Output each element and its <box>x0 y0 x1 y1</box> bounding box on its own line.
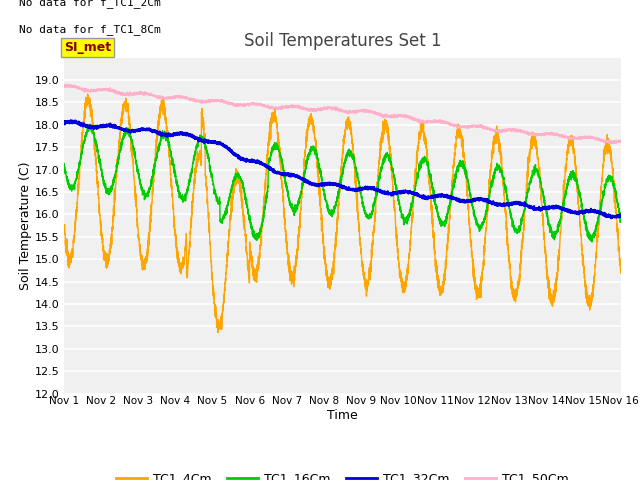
X-axis label: Time: Time <box>327 409 358 422</box>
Y-axis label: Soil Temperature (C): Soil Temperature (C) <box>19 161 31 290</box>
Text: SI_met: SI_met <box>64 41 111 54</box>
Legend: TC1_4Cm, TC1_16Cm, TC1_32Cm, TC1_50Cm: TC1_4Cm, TC1_16Cm, TC1_32Cm, TC1_50Cm <box>111 467 574 480</box>
Text: No data for f_TC1_2Cm: No data for f_TC1_2Cm <box>19 0 161 8</box>
Text: No data for f_TC1_8Cm: No data for f_TC1_8Cm <box>19 24 161 35</box>
Title: Soil Temperatures Set 1: Soil Temperatures Set 1 <box>244 33 441 50</box>
